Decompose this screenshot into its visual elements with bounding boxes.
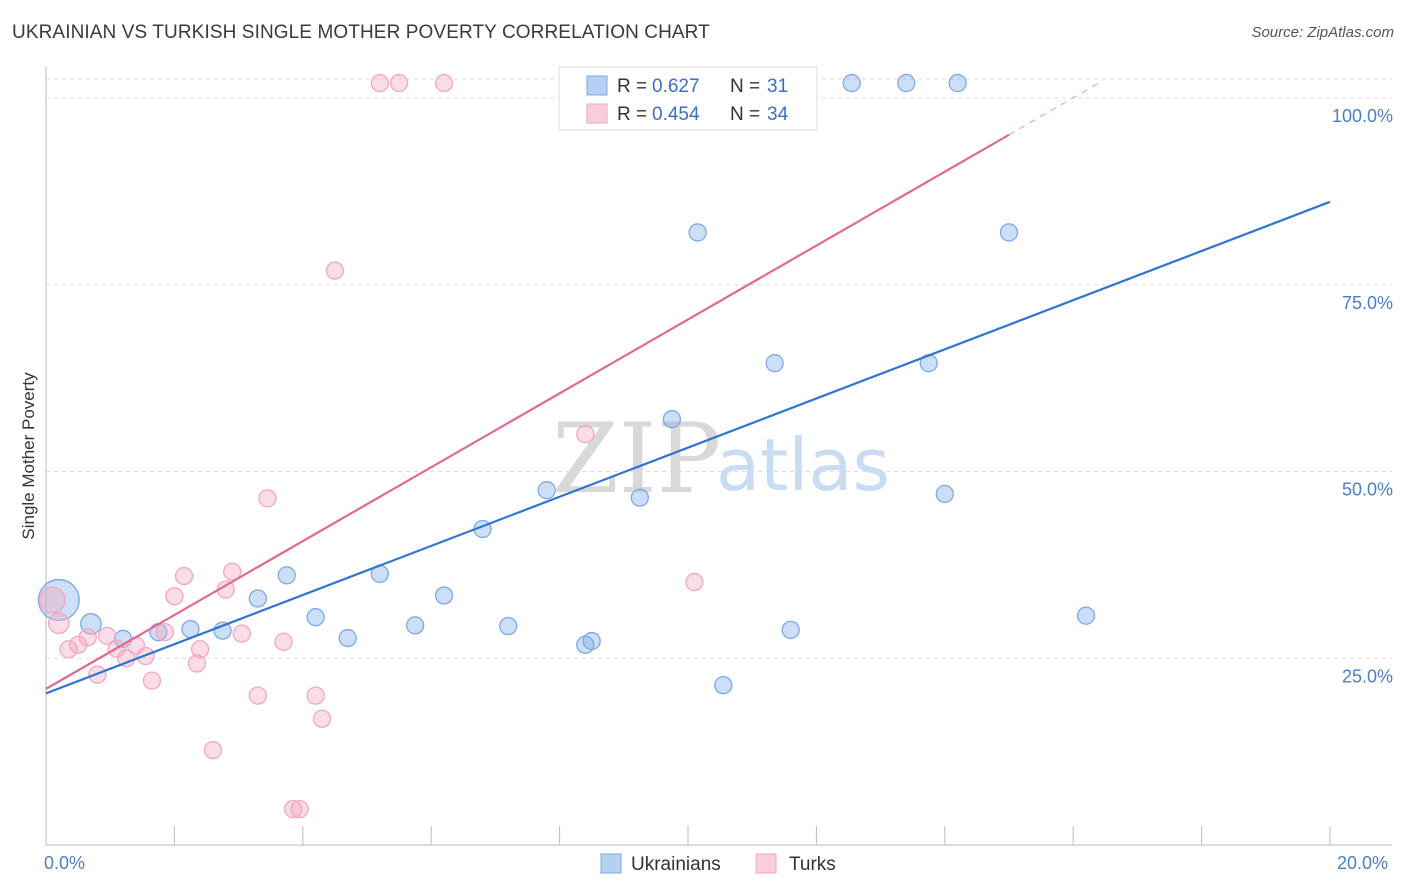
trend-line-turks	[45, 133, 1010, 690]
point-ukrainians	[248, 589, 268, 608]
bottom-legend-label: Turks	[789, 854, 836, 875]
bottom-legend-swatch	[755, 853, 777, 874]
point-ukrainians	[499, 616, 518, 636]
point-ukrainians	[434, 586, 454, 605]
point-turks	[190, 640, 210, 659]
point-turks	[155, 622, 174, 642]
point-turks	[290, 799, 309, 819]
legend-swatch	[586, 75, 608, 96]
bottom-legend-swatch	[600, 853, 622, 874]
point-turks	[685, 572, 704, 592]
data-points	[37, 73, 1096, 819]
point-turks	[370, 73, 389, 93]
point-turks	[174, 566, 194, 586]
point-turks	[47, 612, 70, 634]
point-ukrainians	[897, 73, 916, 93]
x-tick-label: 20.0%	[1337, 853, 1388, 873]
point-turks	[142, 671, 162, 690]
legend-n-value: 31	[767, 76, 788, 97]
point-ukrainians	[277, 566, 296, 585]
point-turks	[248, 686, 268, 705]
legend: R = 0.627 N = 31 R = 0.454 N = 34	[558, 66, 818, 131]
y-tick-label: 50.0%	[1342, 480, 1393, 500]
chart-source: Source: ZipAtlas.com	[1251, 24, 1394, 41]
bottom-legend-label: Ukrainians	[631, 854, 721, 875]
point-ukrainians	[948, 73, 967, 93]
point-turks	[312, 709, 332, 728]
point-turks	[68, 635, 88, 654]
point-turks	[78, 628, 97, 647]
point-ukrainians	[630, 488, 649, 507]
point-ukrainians	[714, 675, 733, 695]
point-ukrainians	[662, 410, 682, 429]
point-ukrainians	[37, 578, 80, 622]
point-ukrainians	[1076, 606, 1096, 625]
trend-line-ukrainians	[45, 200, 1331, 695]
tick-labels: 0.0% 20.0% 25.0% 50.0% 75.0% 100.0%	[44, 106, 1393, 873]
point-turks	[165, 587, 184, 606]
point-turks	[59, 640, 78, 659]
watermark-atlas: atlas	[716, 423, 890, 507]
point-turks	[97, 626, 117, 645]
point-ukrainians	[405, 616, 425, 635]
point-ukrainians	[537, 481, 556, 500]
point-turks	[187, 654, 207, 673]
legend-r-label: R =	[617, 104, 647, 125]
bottom-legend: Ukrainians Turks	[600, 853, 836, 875]
point-ukrainians	[582, 631, 601, 651]
point-turks	[325, 261, 345, 280]
trend-line-turks-extension	[1008, 82, 1100, 136]
legend-r-value: 0.454	[652, 104, 700, 125]
point-turks	[223, 562, 242, 581]
point-turks	[306, 686, 325, 705]
point-ukrainians	[842, 73, 861, 93]
x-tick-label: 0.0%	[44, 853, 85, 873]
point-turks	[203, 740, 223, 760]
watermark-zip: ZIP	[552, 403, 721, 515]
trend-lines	[45, 82, 1331, 695]
point-ukrainians	[935, 484, 954, 504]
axes	[45, 66, 1392, 846]
grid	[46, 78, 1392, 659]
point-turks	[232, 624, 251, 643]
legend-n-label: N =	[730, 76, 760, 97]
point-ukrainians	[765, 354, 784, 373]
point-ukrainians	[306, 608, 325, 627]
y-tick-label: 100.0%	[1332, 106, 1393, 126]
chart-title: UKRAINIAN VS TURKISH SINGLE MOTHER POVER…	[12, 22, 710, 43]
y-tick-label: 25.0%	[1342, 666, 1393, 686]
point-turks	[284, 799, 303, 819]
point-ukrainians	[338, 628, 357, 648]
point-turks	[274, 632, 293, 651]
legend-swatch	[586, 103, 608, 124]
point-turks	[258, 489, 277, 508]
y-axis-label: Single Mother Poverty	[19, 372, 38, 540]
point-ukrainians	[999, 223, 1019, 242]
y-tick-label: 75.0%	[1342, 293, 1393, 313]
legend-r-value: 0.627	[652, 76, 700, 97]
legend-n-label: N =	[730, 104, 760, 125]
point-turks	[434, 73, 454, 93]
watermark: ZIP atlas	[552, 403, 890, 515]
legend-n-value: 34	[767, 104, 789, 125]
point-ukrainians	[688, 223, 707, 242]
point-turks	[39, 586, 66, 614]
point-turks	[389, 73, 409, 93]
point-ukrainians	[781, 620, 800, 640]
point-turks	[576, 424, 595, 444]
legend-r-label: R =	[617, 76, 647, 97]
